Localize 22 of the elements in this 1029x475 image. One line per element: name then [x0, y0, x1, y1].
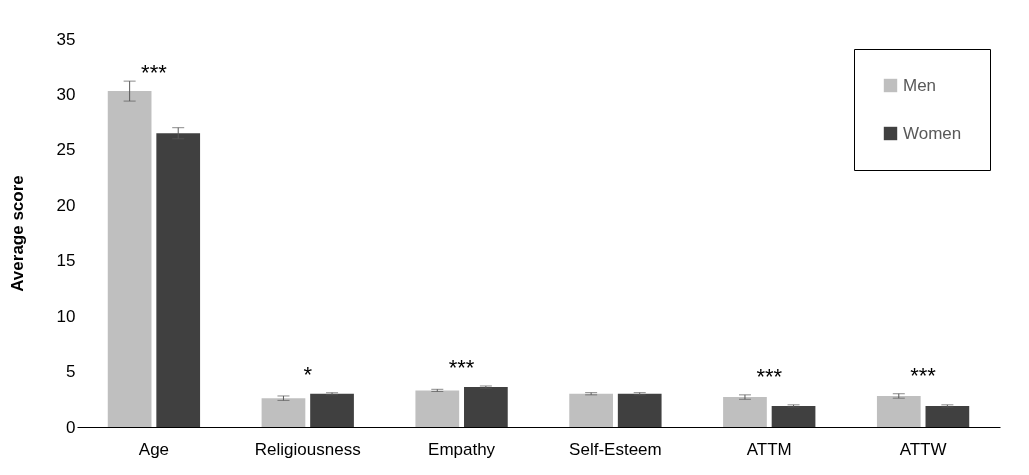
- legend-label: Women: [903, 123, 962, 143]
- x-tick-label: Age: [138, 439, 170, 459]
- annotation: ***: [141, 60, 168, 86]
- x-tick-label: Empathy: [428, 439, 496, 459]
- y-tick-label: 25: [56, 140, 76, 160]
- y-tick-label: 5: [66, 362, 76, 382]
- y-tick-label: 30: [56, 84, 76, 104]
- x-tick-label: Religiousness: [254, 439, 361, 459]
- annotation: ***: [448, 354, 475, 380]
- annotation: *: [303, 361, 313, 387]
- x-tick-label: Self-Esteem: [569, 439, 662, 459]
- y-tick-label: 10: [56, 306, 76, 326]
- y-tick-label: 20: [56, 195, 76, 215]
- y-tick-label: 0: [66, 417, 76, 437]
- legend-label: Men: [903, 75, 937, 95]
- y-tick-label: 35: [56, 29, 76, 49]
- x-tick-label: ATTM: [746, 439, 792, 459]
- y-tick-label: 15: [56, 251, 76, 271]
- y-axis-title: Average score: [7, 175, 27, 292]
- annotation: ***: [756, 363, 783, 389]
- annotation: ***: [910, 362, 937, 388]
- x-tick-label: ATTW: [899, 439, 947, 459]
